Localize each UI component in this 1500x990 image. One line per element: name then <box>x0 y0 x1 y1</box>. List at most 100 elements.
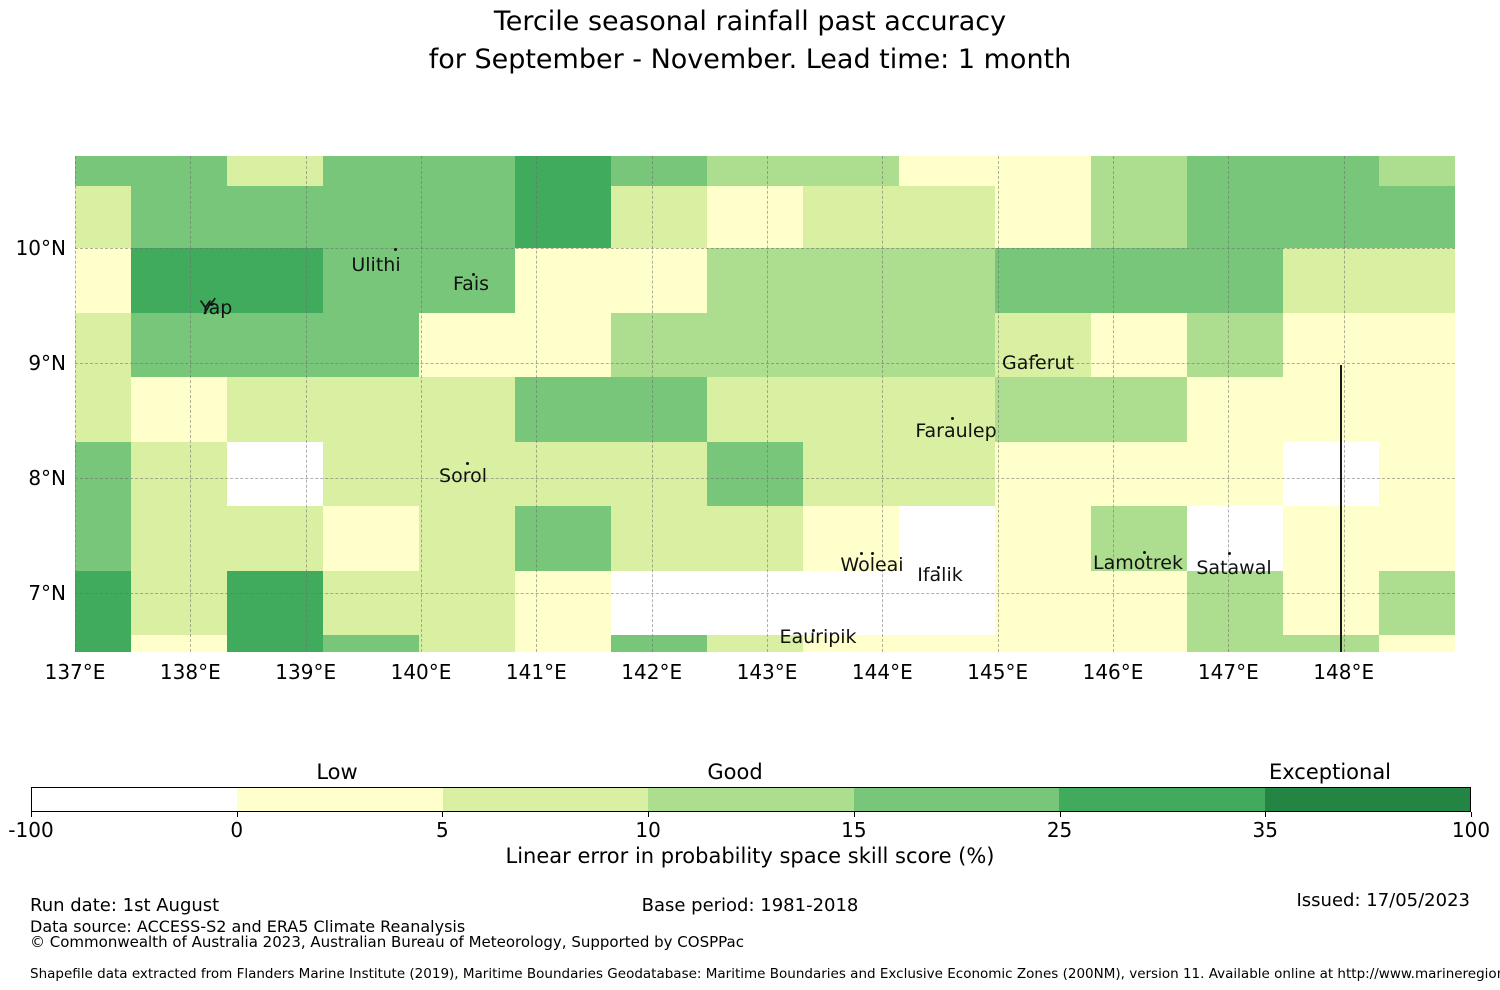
island-marker-icon <box>812 629 815 632</box>
heatmap-cell <box>323 185 419 248</box>
heatmap-cell <box>611 441 707 506</box>
heatmap-cell <box>75 156 131 186</box>
x-axis-tick-label: 141°E <box>505 660 567 684</box>
heatmap-cell <box>227 506 323 571</box>
heatmap-cell <box>899 185 995 248</box>
heatmap-cell <box>419 377 515 442</box>
heatmap-cell <box>707 441 803 506</box>
colorbar-tick-label: 0 <box>230 818 244 842</box>
heatmap-cell <box>1091 185 1187 248</box>
heatmap-cell <box>419 506 515 571</box>
heatmap-cell <box>803 185 899 248</box>
lat-gridline <box>75 478 1455 479</box>
lat-gridline <box>75 363 1455 364</box>
heatmap-cell <box>995 441 1091 506</box>
heatmap-cell <box>899 635 995 652</box>
heatmap-cell <box>1091 635 1187 652</box>
colorbar-tick-label: 5 <box>436 818 449 842</box>
heatmap-cell <box>75 312 131 377</box>
colorbar-segment <box>237 788 443 811</box>
heatmap-cell <box>1379 635 1455 652</box>
heatmap-cell <box>611 312 707 377</box>
x-axis-tick-label: 142°E <box>621 660 683 684</box>
island-marker-icon <box>1035 354 1038 357</box>
heatmap-cell <box>227 312 323 377</box>
island-label-satawal: Satawal <box>1196 557 1272 579</box>
heatmap-cell <box>1091 441 1187 506</box>
lat-gridline <box>75 248 1455 249</box>
heatmap-cell <box>1379 312 1455 377</box>
heatmap-cell <box>803 156 899 186</box>
heatmap-cell <box>323 635 419 652</box>
heatmap-cell <box>1379 506 1455 571</box>
heatmap-cell <box>1187 185 1283 248</box>
colorbar-tick <box>1059 812 1061 817</box>
colorbar-tick <box>1265 812 1267 817</box>
heatmap-cell <box>899 570 995 635</box>
heatmap-cell <box>323 156 419 186</box>
heatmap-cell <box>131 312 227 377</box>
lon-gridline <box>767 156 768 652</box>
heatmap-cell <box>803 248 899 313</box>
heatmap-cell <box>707 248 803 313</box>
heatmap-cell <box>611 185 707 248</box>
colorbar-segment <box>1264 788 1470 811</box>
heatmap-cell <box>227 377 323 442</box>
heatmap-cell <box>515 248 611 313</box>
colorbar-tick-label: 35 <box>1252 818 1279 842</box>
colorbar-segment <box>442 788 649 811</box>
heatmap-cell <box>1283 506 1379 571</box>
heatmap-cell <box>1379 441 1455 506</box>
colorbar <box>31 787 1471 812</box>
heatmap-cell <box>515 506 611 571</box>
heatmap-cell <box>75 570 131 635</box>
heatmap-cell <box>995 312 1091 377</box>
heatmap-cell <box>1283 377 1379 442</box>
lon-gridline <box>882 156 884 652</box>
heatmap-cell <box>419 635 515 652</box>
y-axis-tick-label: 9°N <box>28 351 66 375</box>
colorbar-tick-label: 25 <box>1046 818 1073 842</box>
heatmap-cell <box>323 312 419 377</box>
heatmap-cell <box>1091 570 1187 635</box>
colorbar-tick <box>442 812 444 817</box>
island-label-ifalik: Ifalik <box>917 564 963 586</box>
colorbar-tick <box>853 812 855 817</box>
heatmap-cell <box>1379 185 1455 248</box>
heatmap-cell <box>515 185 611 248</box>
heatmap-cell <box>227 156 323 186</box>
heatmap-cell <box>803 312 899 377</box>
colorbar-segment <box>853 788 1060 811</box>
island-label-faraulep: Faraulep <box>915 420 997 442</box>
island-marker-icon <box>860 552 863 555</box>
heatmap-cell <box>995 185 1091 248</box>
lon-gridline <box>1343 156 1345 652</box>
heatmap-cell <box>515 635 611 652</box>
heatmap-cell <box>515 312 611 377</box>
island-label-yap: Yap <box>199 297 233 319</box>
heatmap-cell <box>707 185 803 248</box>
heatmap-cell <box>707 635 803 652</box>
lon-gridline <box>997 156 999 652</box>
colorbar-caption: Linear error in probability space skill … <box>505 844 995 868</box>
colorbar-region-label: Good <box>707 760 763 784</box>
heatmap-cell <box>419 570 515 635</box>
heatmap-cell <box>419 312 515 377</box>
footer-data-source: Data source: ACCESS-S2 and ERA5 Climate … <box>30 917 466 936</box>
heatmap-cell <box>75 635 131 652</box>
x-axis-tick-label: 137°E <box>44 660 106 684</box>
heatmap-cell <box>131 156 227 186</box>
footer-shapefile-note: Shapefile data extracted from Flanders M… <box>30 966 1500 982</box>
colorbar-segment <box>1059 788 1265 811</box>
heatmap-cell <box>1091 248 1187 313</box>
island-marker-icon <box>1143 551 1146 554</box>
heatmap-cell <box>419 185 515 248</box>
heatmap-cell <box>1187 506 1283 571</box>
colorbar-segment <box>648 788 854 811</box>
y-axis-tick-label: 10°N <box>15 236 66 260</box>
heatmap-cell <box>803 441 899 506</box>
heatmap-cell <box>323 248 419 313</box>
heatmap-cell <box>707 156 803 186</box>
colorbar-tick <box>648 812 650 817</box>
heatmap-cell <box>75 185 131 248</box>
